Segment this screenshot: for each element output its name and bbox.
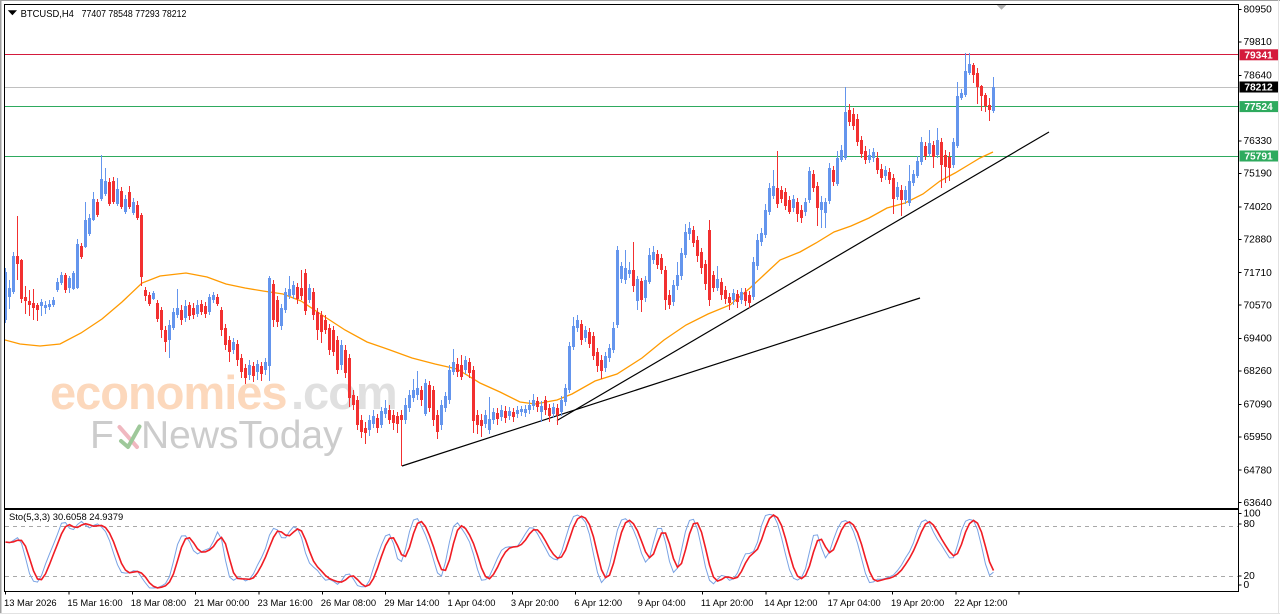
svg-text:79341: 79341 <box>1244 50 1273 61</box>
svg-text:22 Apr 12:00: 22 Apr 12:00 <box>954 597 1007 608</box>
svg-text:23 Mar 16:00: 23 Mar 16:00 <box>258 597 313 608</box>
svg-text:BTCUSD,H4: BTCUSD,H4 <box>21 9 75 20</box>
svg-text:11 Apr 20:00: 11 Apr 20:00 <box>701 597 753 608</box>
svg-text:71710: 71710 <box>1244 268 1273 279</box>
svg-text:80: 80 <box>1244 519 1256 530</box>
svg-text:75791: 75791 <box>1244 152 1273 163</box>
svg-text:0: 0 <box>1244 580 1250 591</box>
svg-text:NewsToday: NewsToday <box>141 414 343 457</box>
svg-text:15 Mar 16:00: 15 Mar 16:00 <box>67 597 122 608</box>
svg-text:14 Apr 12:00: 14 Apr 12:00 <box>764 597 817 608</box>
svg-text:72880: 72880 <box>1244 235 1273 246</box>
svg-text:21 Mar 00:00: 21 Mar 00:00 <box>194 597 249 608</box>
svg-text:18 Mar 08:00: 18 Mar 08:00 <box>131 597 186 608</box>
svg-text:75190: 75190 <box>1244 169 1273 180</box>
svg-text:F: F <box>90 414 114 457</box>
svg-text:69400: 69400 <box>1244 334 1273 345</box>
svg-text:9 Apr 04:00: 9 Apr 04:00 <box>638 597 686 608</box>
svg-text:.com: .com <box>291 366 397 419</box>
svg-text:78212: 78212 <box>1244 83 1273 94</box>
svg-text:17 Apr 04:00: 17 Apr 04:00 <box>828 597 881 608</box>
svg-text:29 Mar 14:00: 29 Mar 14:00 <box>384 597 439 608</box>
svg-text:26 Mar 08:00: 26 Mar 08:00 <box>321 597 376 608</box>
svg-text:74020: 74020 <box>1244 202 1273 213</box>
svg-text:63640: 63640 <box>1244 498 1273 509</box>
svg-text:68260: 68260 <box>1244 366 1273 377</box>
svg-text:13 Mar 2026: 13 Mar 2026 <box>4 597 57 608</box>
svg-text:1 Apr 04:00: 1 Apr 04:00 <box>448 597 496 608</box>
svg-text:70570: 70570 <box>1244 300 1273 311</box>
svg-text:76330: 76330 <box>1244 136 1273 147</box>
svg-text:6 Apr 12:00: 6 Apr 12:00 <box>574 597 622 608</box>
svg-text:78640: 78640 <box>1244 70 1273 81</box>
svg-text:77524: 77524 <box>1244 102 1273 113</box>
svg-text:80950: 80950 <box>1244 5 1273 16</box>
svg-text:64780: 64780 <box>1244 465 1273 476</box>
svg-text:3 Apr 20:00: 3 Apr 20:00 <box>511 597 559 608</box>
svg-text:65950: 65950 <box>1244 432 1273 443</box>
svg-text:79810: 79810 <box>1244 37 1273 48</box>
svg-text:19 Apr 20:00: 19 Apr 20:00 <box>891 597 944 608</box>
svg-text:Sto(5,3,3) 30.6058 24.9379: Sto(5,3,3) 30.6058 24.9379 <box>9 511 123 522</box>
svg-text:20: 20 <box>1244 571 1256 582</box>
svg-text:economies: economies <box>50 366 287 419</box>
svg-text:77407 78548 77293 78212: 77407 78548 77293 78212 <box>82 9 187 20</box>
svg-text:67090: 67090 <box>1244 400 1273 411</box>
svg-text:100: 100 <box>1244 509 1261 520</box>
